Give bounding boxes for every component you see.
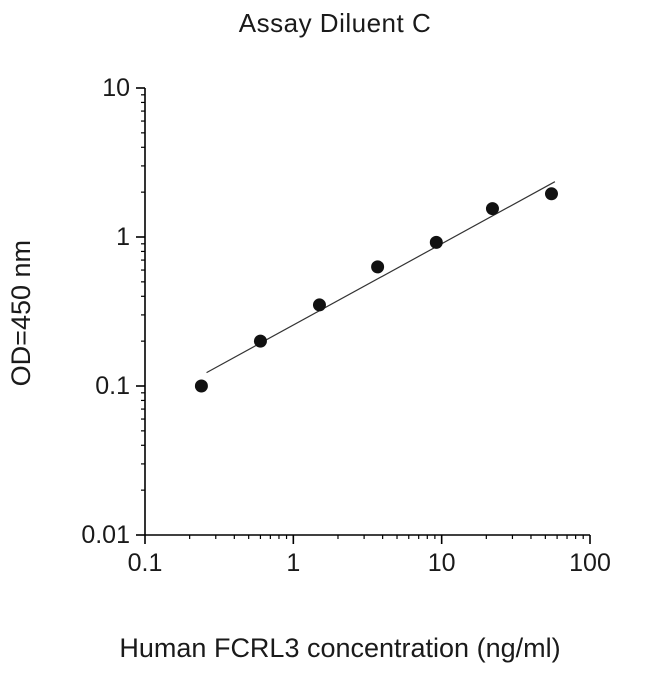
- data-point: [371, 260, 385, 274]
- x-tick-label: 10: [428, 549, 456, 577]
- x-tick-label: 100: [569, 549, 611, 577]
- x-tick-label: 1: [286, 549, 300, 577]
- data-point: [485, 202, 499, 216]
- y-tick-label: 10: [102, 74, 130, 102]
- x-tick-label: 0.1: [128, 549, 163, 577]
- x-axis-label: Human FCRL3 concentration (ng/ml): [119, 633, 561, 663]
- y-tick-label: 0.1: [95, 372, 130, 400]
- data-point: [253, 334, 267, 348]
- data-point: [312, 298, 326, 312]
- chart-title: Assay Diluent C: [238, 8, 432, 38]
- data-point: [194, 379, 208, 393]
- y-tick-label: 0.01: [81, 521, 130, 549]
- y-tick-label: 1: [116, 223, 130, 251]
- data-point: [429, 235, 443, 249]
- data-point: [544, 187, 558, 201]
